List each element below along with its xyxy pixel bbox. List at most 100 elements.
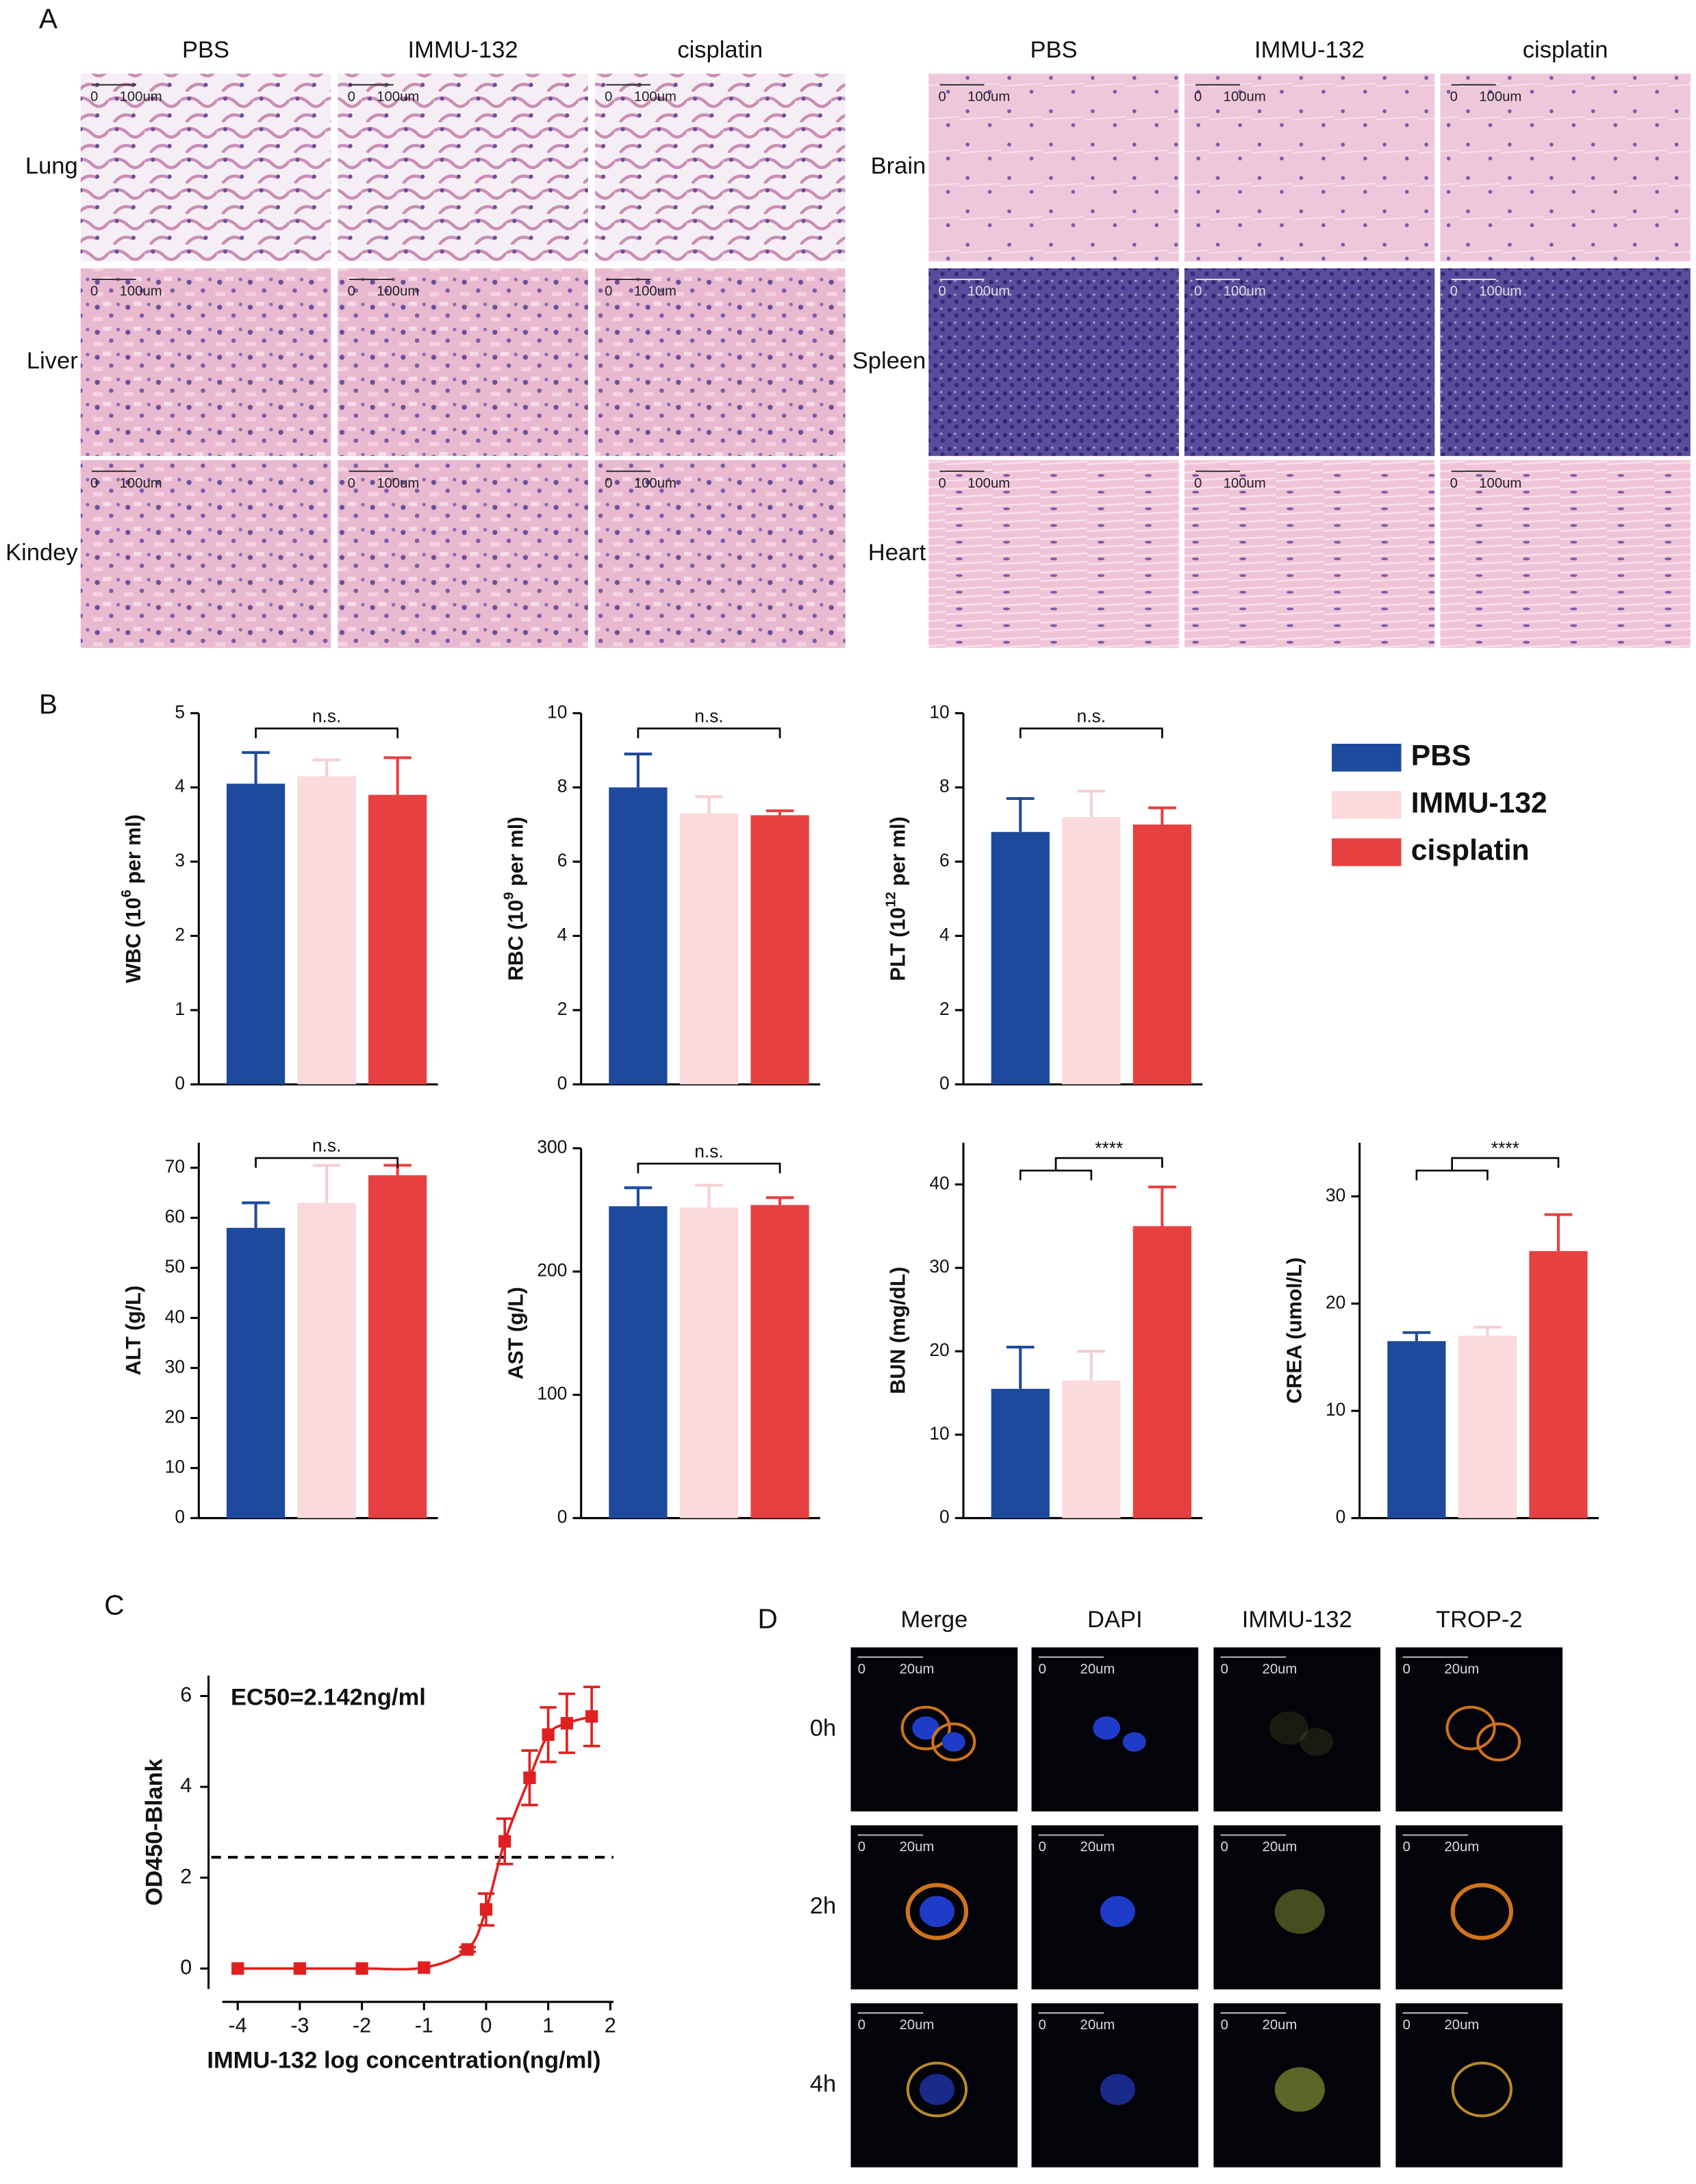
bar xyxy=(368,1175,427,1518)
error-bar xyxy=(624,1186,653,1207)
y-tick-label: 6 xyxy=(180,1683,192,1707)
histology-image xyxy=(338,73,588,262)
y-axis-label-superscript: 9 xyxy=(502,892,517,899)
cell-signal xyxy=(1274,1889,1325,1934)
significance-bracket xyxy=(1019,727,1163,738)
data-point xyxy=(523,1771,536,1784)
data-point xyxy=(585,1710,598,1723)
scale-zero: 0 xyxy=(1403,1840,1410,1855)
scale-zero: 0 xyxy=(858,2018,865,2033)
bar xyxy=(1387,1341,1446,1518)
histology-image xyxy=(1184,73,1435,262)
scale-zero: 0 xyxy=(90,476,98,491)
y-axis-label-part: ALT (g/L) xyxy=(122,1285,145,1375)
significance-bracket xyxy=(637,727,781,738)
data-point xyxy=(542,1728,555,1741)
scale-zero: 0 xyxy=(605,476,612,491)
y-tick-label: 0 xyxy=(180,1955,192,1979)
scale-zero: 0 xyxy=(1221,2018,1228,2033)
x-axis-label: IMMU-132 log concentration(ng/ml) xyxy=(207,2047,600,2073)
error-bar xyxy=(1006,796,1035,832)
bar xyxy=(679,813,739,1085)
cell-membrane xyxy=(1476,1722,1521,1761)
y-tick-label: 1 xyxy=(175,999,185,1019)
row-label: Heart xyxy=(868,540,926,566)
cell-membrane xyxy=(1450,1883,1514,1940)
panel-label: D xyxy=(758,1603,778,1635)
significance-label: **** xyxy=(1095,1138,1123,1159)
scale-zero: 0 xyxy=(1039,2018,1046,2033)
histology-image xyxy=(80,268,331,456)
scale-zero: 0 xyxy=(1194,284,1202,299)
histology-image xyxy=(1184,460,1435,648)
y-tick-label: 300 xyxy=(537,1137,567,1157)
histology-image xyxy=(928,73,1179,262)
y-axis-label-part: PLT (10 xyxy=(887,907,910,981)
error-bar xyxy=(624,752,653,788)
y-tick-label: 0 xyxy=(557,1507,568,1527)
significance-bracket xyxy=(255,727,398,738)
scale-zero: 0 xyxy=(938,284,946,299)
significance-label: n.s. xyxy=(312,705,342,726)
y-tick-label: 0 xyxy=(1336,1507,1346,1527)
cell-nucleus xyxy=(912,1716,940,1740)
cell-membrane xyxy=(1445,1705,1496,1750)
significance-label: **** xyxy=(1491,1138,1519,1159)
y-axis-label: PLT (1012 per ml) xyxy=(884,816,910,981)
cell-membrane xyxy=(906,2061,968,2118)
cell-signal xyxy=(1274,2067,1325,2112)
x-tick-label: 2 xyxy=(605,2014,616,2037)
column-header: IMMU-132 xyxy=(408,37,518,63)
y-tick-label: 10 xyxy=(165,1457,185,1477)
fit-curve xyxy=(238,1715,592,1971)
y-axis-label-part: WBC (10 xyxy=(122,897,145,983)
scale-zero: 0 xyxy=(1450,89,1458,104)
error-bar xyxy=(765,1196,794,1205)
column-header: DAPI xyxy=(1087,1607,1143,1633)
histology-image xyxy=(594,268,846,456)
scale-zero: 0 xyxy=(1039,1840,1046,1855)
significance-label: n.s. xyxy=(1077,705,1106,726)
scale-length: 20um xyxy=(1445,1661,1480,1677)
significance-label: n.s. xyxy=(312,1135,342,1156)
cell-nucleus xyxy=(1100,2074,1135,2105)
y-axis-label-part: AST (g/L) xyxy=(504,1287,527,1379)
cell-signal xyxy=(1300,1728,1334,1756)
microscopy-image xyxy=(1213,1825,1381,1990)
y-axis-label: RBC (109 per ml) xyxy=(502,817,528,981)
scale-length: 100um xyxy=(377,284,419,299)
cell-nucleus xyxy=(919,2074,955,2105)
histology-image xyxy=(1184,268,1435,456)
bar xyxy=(1062,1380,1121,1518)
row-label: Liver xyxy=(27,348,78,374)
bar xyxy=(368,794,427,1085)
column-header: TROP-2 xyxy=(1436,1607,1523,1633)
bar xyxy=(1458,1335,1517,1518)
y-tick-label: 2 xyxy=(939,999,950,1019)
annotation: EC50=2.142ng/ml xyxy=(231,1685,426,1711)
legend-label: PBS xyxy=(1411,740,1471,773)
legend-label: IMMU-132 xyxy=(1411,787,1547,820)
y-tick-label: 40 xyxy=(165,1306,185,1327)
error-bar xyxy=(1148,806,1176,825)
scale-length: 20um xyxy=(1445,2018,1480,2033)
histology-image xyxy=(594,73,846,262)
y-tick-label: 100 xyxy=(537,1383,567,1404)
y-tick-label: 20 xyxy=(929,1340,949,1360)
y-axis-label-part: per ml) xyxy=(122,814,145,890)
scale-length: 100um xyxy=(1479,284,1521,299)
y-tick-label: 0 xyxy=(939,1072,950,1093)
y-tick-label: 4 xyxy=(939,925,950,945)
significance-bracket xyxy=(1019,1157,1163,1181)
significance-bracket xyxy=(637,1162,781,1174)
legend-swatch xyxy=(1332,791,1402,819)
bar xyxy=(1062,817,1121,1085)
y-axis-label-part: RBC (10 xyxy=(504,900,527,981)
y-tick-label: 40 xyxy=(929,1172,949,1193)
error-bar xyxy=(695,1183,723,1208)
scale-length: 100um xyxy=(1479,476,1521,491)
legend-swatch xyxy=(1332,838,1402,866)
y-axis-label-part: per ml) xyxy=(504,817,527,892)
histology-image xyxy=(594,460,846,648)
